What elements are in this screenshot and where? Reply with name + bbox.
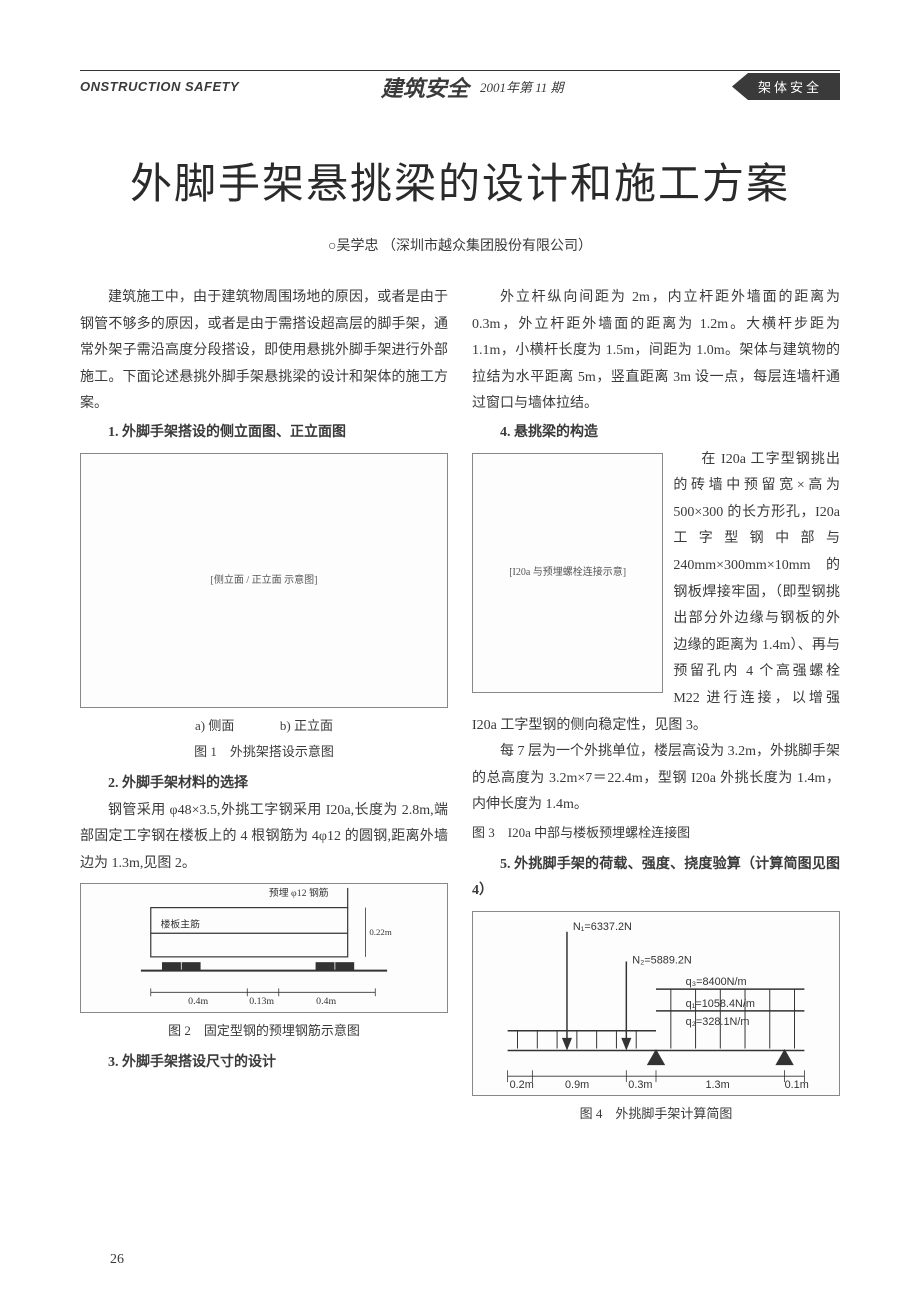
intro-paragraph: 建筑施工中，由于建筑物周围场地的原因，或者是由于钢管不够多的原因，或者是由于需搭…	[80, 285, 448, 418]
section-4-wrap: [I20a 与预埋螺栓连接示意] 在 I20a 工字型钢挑出的砖墙中预留宽×高为…	[472, 447, 840, 819]
svg-text:0.9m: 0.9m	[565, 1079, 589, 1091]
section-badge: 架体安全	[718, 73, 840, 100]
paragraph-2: 钢管采用 φ48×3.5,外挑工字钢采用 I20a,长度为 2.8m,端部固定工…	[80, 798, 448, 878]
journal-name: 建筑安全	[381, 71, 469, 103]
author-line: ○吴学忠 （深圳市越众集团股份有限公司）	[80, 235, 840, 255]
svg-text:q₂=328.1N/m: q₂=328.1N/m	[686, 1016, 750, 1028]
svg-text:q₃=8400N/m: q₃=8400N/m	[686, 976, 747, 988]
heading-4: 4. 悬挑梁的构造	[472, 420, 840, 447]
article-title: 外脚手架悬挑梁的设计和施工方案	[80, 150, 840, 211]
svg-text:0.3m: 0.3m	[628, 1079, 652, 1091]
heading-2: 2. 外脚手架材料的选择	[80, 771, 448, 798]
heading-3: 3. 外脚手架搭设尺寸的设计	[80, 1050, 448, 1077]
svg-text:N₁=6337.2N: N₁=6337.2N	[573, 921, 632, 933]
svg-text:楼板主筋: 楼板主筋	[161, 918, 200, 931]
issue: 2001年第 11 期	[480, 77, 564, 96]
figure-2-svg: 预埋 φ12 钢筋 楼板主筋 0.4m 0.13m 0.4m 0.22m	[81, 884, 447, 1012]
paragraph-3: 外立杆纵向间距为 2m，内立杆距外墙面的距离为 0.3m，外立杆距外墙面的距离为…	[472, 285, 840, 418]
svg-text:0.13m: 0.13m	[249, 996, 274, 1007]
svg-text:0.2m: 0.2m	[510, 1079, 534, 1091]
page-number: 26	[110, 1252, 124, 1268]
article-body: 建筑施工中，由于建筑物周围场地的原因，或者是由于钢管不够多的原因，或者是由于需搭…	[80, 285, 840, 1126]
page-header: ONSTRUCTION SAFETY 建筑安全 2001年第 11 期 架体安全	[80, 70, 840, 100]
figure-3-placeholder: [I20a 与预埋螺栓连接示意]	[509, 563, 626, 582]
svg-text:N₂=5889.2N: N₂=5889.2N	[632, 954, 692, 966]
author-affiliation: （深圳市越众集团股份有限公司）	[382, 239, 592, 254]
figure-3-caption: 图 3 I20a 中部与楼板预埋螺栓连接图	[472, 821, 840, 846]
heading-1: 1. 外脚手架搭设的侧立面图、正立面图	[80, 420, 448, 447]
figure-1-box: [侧立面 / 正立面 示意图]	[80, 453, 448, 708]
figure-4-svg: N₁=6337.2N N₂=5889.2N q₃=8400N/m q₁=1058…	[473, 912, 839, 1095]
figure-1-block: [侧立面 / 正立面 示意图] a) 侧面 b) 正立面 图 1 外挑架搭设示意…	[80, 453, 448, 765]
figure-1-subcaptions: a) 侧面 b) 正立面	[80, 714, 448, 739]
svg-text:q₁=1058.4N/m: q₁=1058.4N/m	[686, 998, 755, 1010]
figure-2-box: 预埋 φ12 钢筋 楼板主筋 0.4m 0.13m 0.4m 0.22m	[80, 883, 448, 1013]
figure-4-block: N₁=6337.2N N₂=5889.2N q₃=8400N/m q₁=1058…	[472, 911, 840, 1127]
header-left: ONSTRUCTION SAFETY	[80, 79, 239, 94]
svg-text:1.3m: 1.3m	[705, 1079, 729, 1091]
svg-text:预埋 φ12 钢筋: 预埋 φ12 钢筋	[269, 886, 329, 899]
svg-text:0.4m: 0.4m	[188, 996, 208, 1007]
figure-1-placeholder: [侧立面 / 正立面 示意图]	[211, 571, 318, 590]
figure-4-box: N₁=6337.2N N₂=5889.2N q₃=8400N/m q₁=1058…	[472, 911, 840, 1096]
paragraph-4b: 每 7 层为一个外挑单位，楼层高设为 3.2m，外挑脚手架的总高度为 3.2m×…	[472, 739, 840, 819]
figure-2-caption: 图 2 固定型钢的预埋钢筋示意图	[80, 1019, 448, 1044]
figure-1-caption: 图 1 外挑架搭设示意图	[80, 740, 448, 765]
svg-text:0.22m: 0.22m	[369, 928, 392, 938]
svg-text:0.4m: 0.4m	[316, 996, 336, 1007]
svg-text:0.1m: 0.1m	[785, 1079, 809, 1091]
figure-2-block: 预埋 φ12 钢筋 楼板主筋 0.4m 0.13m 0.4m 0.22m 图 2…	[80, 883, 448, 1044]
figure-4-caption: 图 4 外挑脚手架计算简图	[472, 1102, 840, 1127]
heading-5: 5. 外挑脚手架的荷载、强度、挠度验算（计算简图见图 4）	[472, 852, 840, 905]
author-name: ○吴学忠	[328, 239, 378, 254]
figure-3-box: [I20a 与预埋螺栓连接示意]	[472, 453, 663, 693]
